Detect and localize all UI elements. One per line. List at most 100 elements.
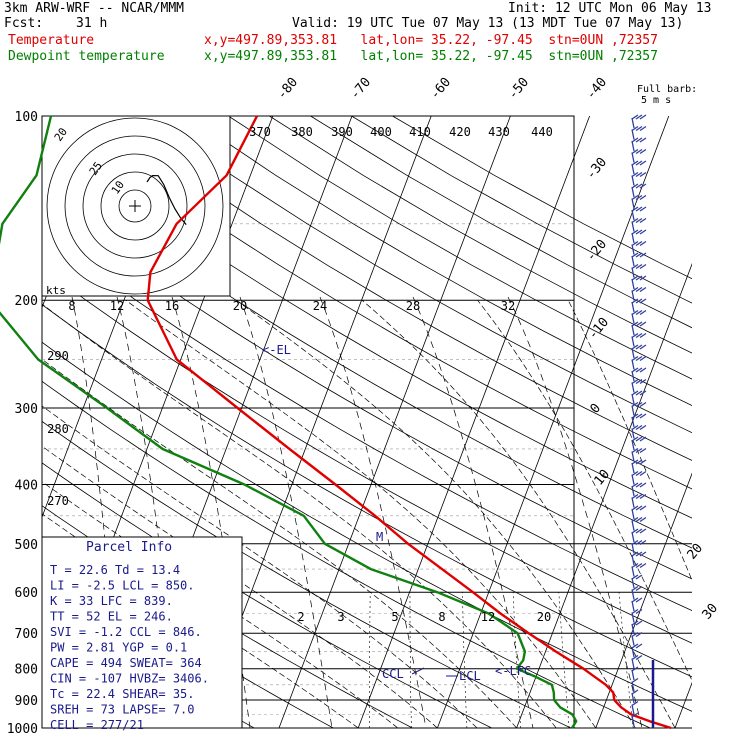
pressure-label: 800 (15, 663, 38, 678)
moist-adiabat-line (42, 405, 478, 728)
parcel-info-title: Parcel Info (86, 540, 172, 555)
wind-speed-label: 24 (313, 299, 327, 313)
wind-barb-flag (631, 585, 639, 592)
wind-barb-flag (631, 125, 639, 132)
forecast-hour: 31 h (76, 16, 108, 31)
hodograph-ring (64, 135, 206, 277)
parcel-info-row: CAPE = 494 SWEAT= 364 (50, 656, 202, 670)
theta-label: 290 (47, 349, 69, 363)
wind-barb-shaft (631, 393, 635, 405)
wind-barb-flag (631, 263, 639, 270)
wind-barb-shaft (631, 635, 635, 646)
wind-barb-flag (639, 528, 647, 534)
dry-adiabat-line (42, 162, 692, 549)
wind-barb-flag (639, 171, 647, 178)
wind-speed-label: 8 (68, 299, 75, 313)
wind-barb-flag (635, 470, 643, 477)
isotherm-label: -30 (584, 155, 611, 183)
isotach-curve (412, 296, 534, 728)
isotherm-label: -60 (428, 75, 455, 103)
wind-barb-flag (631, 654, 639, 661)
kts-label: kts (46, 284, 66, 297)
pressure-label: 100 (15, 110, 38, 125)
wind-barb-shaft (631, 198, 635, 209)
parcel-info-row: SVI = -1.2 CCL = 846. (50, 625, 202, 639)
hodograph-ring-label: 10 (109, 178, 127, 196)
dry-adiabat-line (187, 116, 692, 406)
wind-barb-flag (639, 516, 647, 523)
temperature-legend-label: Temperature (8, 33, 95, 48)
wind-barb-flag (639, 275, 647, 281)
isotherm-label: -50 (506, 75, 533, 103)
wind-barb-flag (635, 493, 643, 500)
pressure-label: 300 (15, 402, 38, 417)
wind-barb-shaft (631, 163, 635, 175)
wind-barb-shaft (631, 600, 635, 612)
theta-label: 280 (47, 422, 69, 436)
wind-barb-flag (631, 298, 639, 304)
wind-barb-flag (631, 206, 639, 212)
wind-barb-shaft (631, 232, 635, 244)
dewpoint-location-info: x,y=497.89,353.81 lat,lon= 35.22, -97.45… (204, 49, 658, 64)
wind-barb-shaft (631, 554, 635, 566)
wind-barb-flag (631, 114, 639, 120)
wind-barb-flag (635, 482, 643, 488)
dry-adiabat-line (64, 116, 692, 490)
wind-barb-shaft (631, 267, 635, 278)
dry-adiabat-line (310, 116, 692, 329)
wind-barb-flag (635, 321, 643, 327)
parcel-info-row: SREH = 73 LAPSE= 7.0 (50, 703, 195, 717)
wind-barb-flag (631, 344, 639, 350)
wind-barb-flag (639, 470, 647, 477)
wind-barb-shaft (631, 658, 635, 669)
wind-barb-shaft (631, 140, 635, 152)
wind-barb-shaft (631, 347, 635, 359)
dry-adiabat-line (392, 116, 692, 280)
hodograph-trace (146, 174, 187, 225)
wind-barb-flag (631, 516, 639, 523)
pressure-label: 400 (15, 478, 38, 493)
wind-barb-shaft (631, 129, 635, 140)
wind-barb-shaft (631, 692, 635, 704)
wind-barb-shaft (631, 209, 635, 221)
wind-barb-flag (631, 666, 639, 672)
dewpoint-profile (0, 115, 578, 729)
wind-barb-shaft (631, 439, 635, 451)
temperature-profile (146, 115, 672, 730)
pressure-label: 1000 (7, 722, 38, 737)
temperature-location-info: x,y=497.89,353.81 lat,lon= 35.22, -97.45… (204, 33, 658, 48)
isotherm-line (674, 681, 692, 728)
hodograph-ring-label: 20 (52, 125, 70, 143)
wind-barb-flag (631, 551, 639, 557)
dry-adiabat-line (42, 267, 692, 644)
wind-barb-flag (631, 229, 639, 235)
theta-label: 370 (249, 125, 271, 139)
wind-barb-flag (635, 436, 643, 442)
mixing-ratio-label: 3 (337, 610, 344, 624)
moist-adiabat-line (477, 299, 692, 682)
wind-barb-flag (631, 505, 639, 511)
hodograph-ring-label: 25 (87, 159, 105, 177)
wind-barb-flag (635, 240, 643, 247)
mixing-ratio-line (409, 592, 412, 728)
theta-label: 410 (409, 125, 431, 139)
wind-barb-flag (635, 367, 643, 373)
wind-barb-flag (631, 137, 639, 143)
dry-adiabat-line (42, 304, 692, 678)
wind-barb-flag (631, 574, 639, 580)
wind-barb-shaft (631, 531, 635, 543)
wind-barb-flag (639, 447, 647, 454)
model-title: 3km ARW-WRF -- NCAR/MMM (4, 1, 185, 16)
wind-barb-shaft (631, 290, 635, 301)
wind-barb-flag (631, 183, 639, 189)
wind-barb-shaft (631, 428, 635, 439)
wind-barb-flag (635, 447, 643, 454)
wind-barb-shaft (631, 336, 635, 347)
dry-adiabat-line (228, 116, 692, 380)
wind-barb-flag (639, 482, 647, 488)
parcel-info-row: K = 33 LFC = 839. (50, 594, 173, 608)
wind-barb-flag (639, 309, 647, 316)
wind-speed-label: 28 (406, 299, 420, 313)
mixing-ratio-label: 5 (391, 610, 398, 624)
wind-barb-shaft (631, 485, 635, 497)
